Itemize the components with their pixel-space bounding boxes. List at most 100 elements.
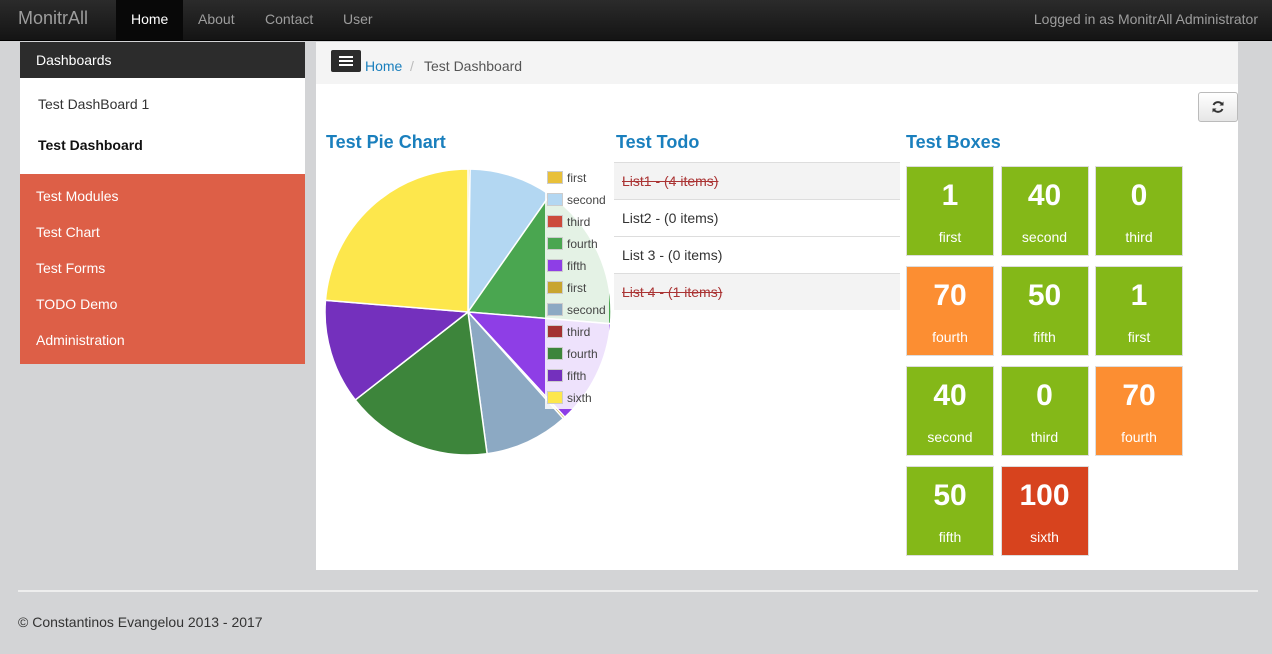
box-label: fifth xyxy=(1033,329,1056,345)
status-box-sixth[interactable]: 100 sixth xyxy=(1000,466,1089,556)
hamburger-icon-line xyxy=(339,64,353,66)
todo-list-item[interactable]: List2 - (0 items) xyxy=(614,199,900,236)
status-box-fourth[interactable]: 70 fourth xyxy=(1095,366,1183,456)
legend-item: fifth xyxy=(545,365,609,387)
breadcrumb-home-link[interactable]: Home xyxy=(365,58,403,74)
todo-list-item[interactable]: List 4 - (1 items) xyxy=(614,273,900,310)
legend-label: second xyxy=(567,303,606,317)
pie-slice-fourth[interactable] xyxy=(354,310,488,456)
legend-swatch xyxy=(547,325,563,338)
box-value: 50 xyxy=(1027,279,1062,312)
legend-label: sixth xyxy=(567,391,592,405)
legend-swatch xyxy=(547,369,563,382)
legend-item: fourth xyxy=(545,343,609,365)
main-panel: Home / Test Dashboard Test Pie Chart fir… xyxy=(316,42,1238,570)
todo-list-item[interactable]: List 3 - (0 items) xyxy=(614,236,900,273)
nav-home[interactable]: Home xyxy=(116,0,184,40)
box-value: 40 xyxy=(933,379,967,412)
status-box-fifth[interactable]: 50 fifth xyxy=(906,466,994,556)
sidebar-item-todo-demo[interactable]: TODO Demo xyxy=(36,296,118,312)
brand-logo[interactable]: MonitrAll xyxy=(18,8,89,28)
status-box-third[interactable]: 0 third xyxy=(1000,366,1089,456)
todo-list-item[interactable]: List1 - (4 items) xyxy=(614,162,900,199)
legend-swatch xyxy=(547,281,563,294)
sidebar-item-test-dashboard[interactable]: Test Dashboard xyxy=(38,137,143,153)
sidebar-menu: Test Modules Test Chart Test Forms TODO … xyxy=(20,174,305,364)
box-label: sixth xyxy=(1030,529,1059,545)
pie-widget-title: Test Pie Chart xyxy=(326,132,446,152)
box-value: 1 xyxy=(941,179,959,212)
legend-item: second xyxy=(545,299,609,321)
legend-item: fifth xyxy=(545,255,609,277)
legend-label: third xyxy=(567,325,591,339)
legend-swatch xyxy=(547,237,563,250)
footer-copyright: © Constantinos Evangelou 2013 - 2017 xyxy=(18,614,263,630)
dashboard-list: Test DashBoard 1 Test Dashboard xyxy=(20,78,305,174)
nav-user[interactable]: User xyxy=(343,11,373,27)
pie-slice-second[interactable] xyxy=(466,309,565,455)
pie-legend: first second third fourth fifth first second th… xyxy=(545,167,609,409)
box-value: 0 xyxy=(1036,379,1053,412)
footer-divider xyxy=(18,590,1258,592)
legend-label: third xyxy=(567,215,591,229)
box-label: first xyxy=(938,229,962,245)
box-label: second xyxy=(927,429,973,445)
legend-item: first xyxy=(545,277,609,299)
sidebar-item-test-forms[interactable]: Test Forms xyxy=(36,260,106,276)
status-box-third[interactable]: 0 third xyxy=(1095,166,1183,256)
top-navbar: MonitrAll Home About Contact User Logged… xyxy=(0,0,1272,41)
sidebar-item-test-chart[interactable]: Test Chart xyxy=(36,224,100,240)
nav-about[interactable]: About xyxy=(198,11,235,27)
legend-item: fourth xyxy=(545,233,609,255)
hamburger-icon xyxy=(339,56,353,58)
logged-in-text[interactable]: Logged in as MonitrAll Administrator xyxy=(1033,11,1258,27)
box-label: second xyxy=(1021,229,1068,245)
legend-swatch xyxy=(547,171,563,184)
status-box-second[interactable]: 40 second xyxy=(906,366,994,456)
breadcrumb-separator: / xyxy=(410,58,414,74)
legend-label: first xyxy=(567,281,587,295)
box-value: 1 xyxy=(1130,279,1148,312)
box-label: third xyxy=(1125,229,1153,245)
hamburger-icon-line xyxy=(339,60,353,62)
legend-label: fourth xyxy=(567,237,598,251)
boxes-widget-title: Test Boxes xyxy=(906,132,1001,152)
sidebar-item-test-dashboard-1[interactable]: Test DashBoard 1 xyxy=(38,96,150,112)
box-label: fourth xyxy=(1121,429,1157,445)
pie-slice-fifth[interactable] xyxy=(324,299,470,402)
legend-item: first xyxy=(545,167,609,189)
legend-label: fifth xyxy=(567,259,587,273)
status-box-first[interactable]: 1 first xyxy=(1095,266,1183,356)
legend-swatch xyxy=(547,215,563,228)
legend-swatch xyxy=(547,193,563,206)
nav-contact[interactable]: Contact xyxy=(265,11,314,27)
sidebar-item-test-modules[interactable]: Test Modules xyxy=(36,188,119,204)
legend-item: second xyxy=(545,189,609,211)
box-value: 50 xyxy=(933,479,967,512)
menu-toggle-button[interactable] xyxy=(331,50,361,72)
todo-widget-title: Test Todo xyxy=(616,132,700,152)
breadcrumb: Home / Test Dashboard xyxy=(316,42,1238,84)
sidebar-header: Dashboards xyxy=(20,42,305,78)
status-box-fourth[interactable]: 70 fourth xyxy=(906,266,994,356)
box-value: 70 xyxy=(933,279,967,312)
box-value: 100 xyxy=(1019,479,1070,512)
legend-item: sixth xyxy=(545,387,609,409)
legend-label: second xyxy=(567,193,606,207)
box-label: third xyxy=(1030,429,1059,445)
status-box-fifth[interactable]: 50 fifth xyxy=(1000,266,1089,356)
legend-item: third xyxy=(545,211,609,233)
breadcrumb-current: Test Dashboard xyxy=(424,58,523,74)
legend-swatch xyxy=(547,347,563,360)
todo-list: List1 - (4 items) List2 - (0 items) List… xyxy=(614,162,900,310)
sidebar: Dashboards Test DashBoard 1 Test Dashboa… xyxy=(20,42,305,364)
refresh-button[interactable] xyxy=(1198,92,1238,122)
box-label: first xyxy=(1127,329,1151,345)
box-label: fifth xyxy=(938,529,962,545)
box-value: 70 xyxy=(1122,379,1156,412)
sidebar-item-administration[interactable]: Administration xyxy=(36,332,125,348)
pie-slice-sixth[interactable] xyxy=(324,168,469,313)
status-box-second[interactable]: 40 second xyxy=(1000,166,1089,256)
legend-label: fifth xyxy=(567,369,587,383)
status-box-first[interactable]: 1 first xyxy=(906,166,994,256)
